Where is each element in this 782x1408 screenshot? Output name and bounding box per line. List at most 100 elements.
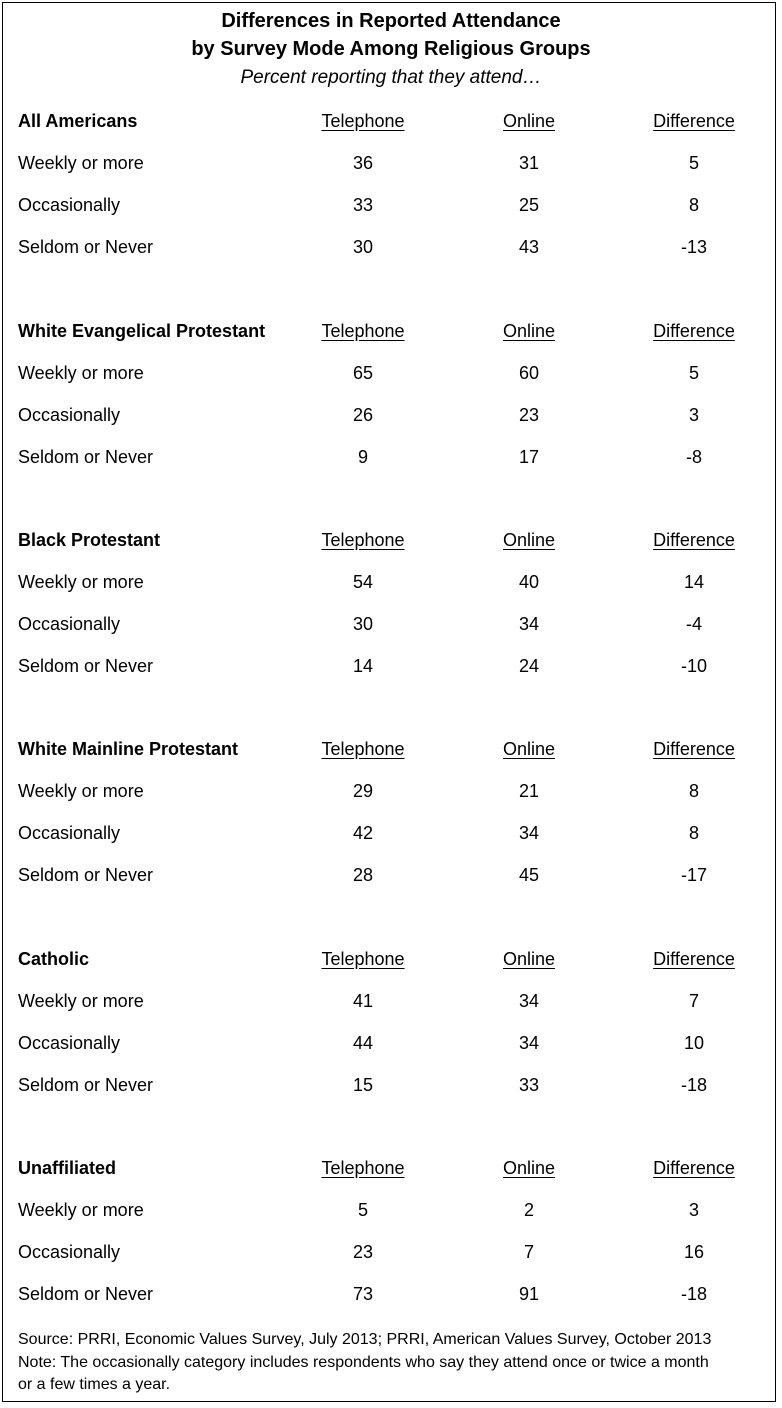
column-header-telephone: Telephone — [283, 738, 443, 760]
value-difference: 8 — [688, 781, 699, 801]
value-online: 34 — [518, 1033, 540, 1053]
column-header-online: Online — [449, 320, 609, 342]
group-name: Unaffiliated — [18, 1158, 117, 1178]
value-difference: 8 — [688, 823, 699, 843]
value-difference: -4 — [685, 614, 702, 634]
value-difference: 5 — [688, 363, 699, 383]
value-telephone: 73 — [352, 1284, 374, 1304]
chart-title-line2: by Survey Mode Among Religious Groups — [191, 38, 591, 60]
value-telephone: 9 — [357, 447, 368, 467]
row-label: Weekly or more — [18, 153, 144, 173]
column-header-telephone: Telephone — [283, 948, 443, 970]
row-label: Weekly or more — [18, 572, 144, 592]
value-online: 34 — [518, 614, 540, 634]
column-header-label: Online — [502, 530, 556, 550]
value-online: 91 — [518, 1284, 540, 1304]
chart-subtitle: Percent reporting that they attend… — [240, 67, 542, 88]
column-header-label: Difference — [653, 1158, 735, 1178]
value-telephone: 65 — [352, 363, 374, 383]
value-telephone: 15 — [352, 1075, 374, 1095]
row-label: Weekly or more — [18, 363, 144, 383]
value-online: 25 — [518, 195, 540, 215]
column-header-difference: Difference — [614, 110, 774, 132]
row-label: Seldom or Never — [18, 447, 154, 467]
value-telephone: 33 — [352, 195, 374, 215]
column-header-online: Online — [449, 948, 609, 970]
value-telephone: 44 — [352, 1033, 374, 1053]
column-header-label: Telephone — [321, 111, 405, 131]
value-online: 7 — [523, 1242, 534, 1262]
value-online: 33 — [518, 1075, 540, 1095]
row-label: Seldom or Never — [18, 656, 154, 676]
group-name: White Evangelical Protestant — [18, 321, 266, 341]
row-label: Occasionally — [18, 1033, 121, 1053]
value-online: 23 — [518, 405, 540, 425]
value-online: 17 — [518, 447, 540, 467]
group-name: Black Protestant — [18, 530, 161, 550]
group-name: Catholic — [18, 949, 90, 969]
value-difference: -18 — [680, 1284, 707, 1304]
row-label: Weekly or more — [18, 1200, 144, 1220]
value-telephone: 30 — [352, 237, 374, 257]
row-label: Weekly or more — [18, 991, 144, 1011]
row-label: Occasionally — [18, 823, 121, 843]
value-telephone: 54 — [352, 572, 374, 592]
source-note: Source: PRRI, Economic Values Survey, Ju… — [18, 1331, 712, 1348]
column-header-label: Difference — [653, 321, 735, 341]
column-header-label: Telephone — [321, 1158, 405, 1178]
column-header-difference: Difference — [614, 320, 774, 342]
column-header-telephone: Telephone — [283, 110, 443, 132]
row-label: Occasionally — [18, 1242, 121, 1262]
column-header-difference: Difference — [614, 1157, 774, 1179]
value-online: 24 — [518, 656, 540, 676]
value-difference: -8 — [685, 447, 702, 467]
column-header-telephone: Telephone — [283, 320, 443, 342]
column-header-online: Online — [449, 529, 609, 551]
column-header-telephone: Telephone — [283, 529, 443, 551]
column-header-label: Difference — [653, 111, 735, 131]
group-name: White Mainline Protestant — [18, 739, 239, 759]
row-label: Seldom or Never — [18, 237, 154, 257]
column-header-telephone: Telephone — [283, 1157, 443, 1179]
value-difference: 3 — [688, 1200, 699, 1220]
row-label: Seldom or Never — [18, 1075, 154, 1095]
value-online: 34 — [518, 991, 540, 1011]
column-header-difference: Difference — [614, 948, 774, 970]
chart-title: Differences in Reported Attendance — [221, 10, 561, 32]
column-header-label: Online — [502, 1158, 556, 1178]
value-online: 2 — [523, 1200, 534, 1220]
column-header-label: Difference — [653, 949, 735, 969]
column-header-label: Online — [502, 739, 556, 759]
note-line-1: Note: The occasionally category includes… — [18, 1354, 709, 1371]
value-difference: 7 — [688, 991, 699, 1011]
column-header-label: Telephone — [321, 739, 405, 759]
column-header-label: Online — [502, 949, 556, 969]
value-telephone: 41 — [352, 991, 374, 1011]
column-header-difference: Difference — [614, 529, 774, 551]
value-telephone: 23 — [352, 1242, 374, 1262]
row-label: Occasionally — [18, 614, 121, 634]
column-header-label: Telephone — [321, 321, 405, 341]
value-difference: 10 — [683, 1033, 705, 1053]
group-name: All Americans — [18, 111, 138, 131]
row-label: Seldom or Never — [18, 865, 154, 885]
value-online: 21 — [518, 781, 540, 801]
column-header-difference: Difference — [614, 738, 774, 760]
value-difference: -17 — [680, 865, 707, 885]
value-difference: 16 — [683, 1242, 705, 1262]
column-header-label: Difference — [653, 739, 735, 759]
value-difference: 3 — [688, 405, 699, 425]
row-label: Occasionally — [18, 195, 121, 215]
column-header-label: Online — [502, 321, 556, 341]
value-difference: -13 — [680, 237, 707, 257]
value-telephone: 42 — [352, 823, 374, 843]
value-telephone: 36 — [352, 153, 374, 173]
value-telephone: 30 — [352, 614, 374, 634]
value-online: 34 — [518, 823, 540, 843]
column-header-label: Telephone — [321, 949, 405, 969]
column-header-label: Difference — [653, 530, 735, 550]
row-label: Seldom or Never — [18, 1284, 154, 1304]
value-telephone: 26 — [352, 405, 374, 425]
row-label: Weekly or more — [18, 781, 144, 801]
